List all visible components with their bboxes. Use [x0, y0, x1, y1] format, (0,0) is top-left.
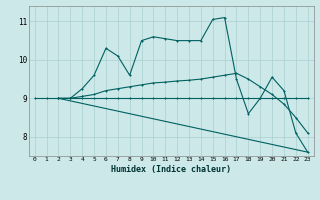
- X-axis label: Humidex (Indice chaleur): Humidex (Indice chaleur): [111, 165, 231, 174]
